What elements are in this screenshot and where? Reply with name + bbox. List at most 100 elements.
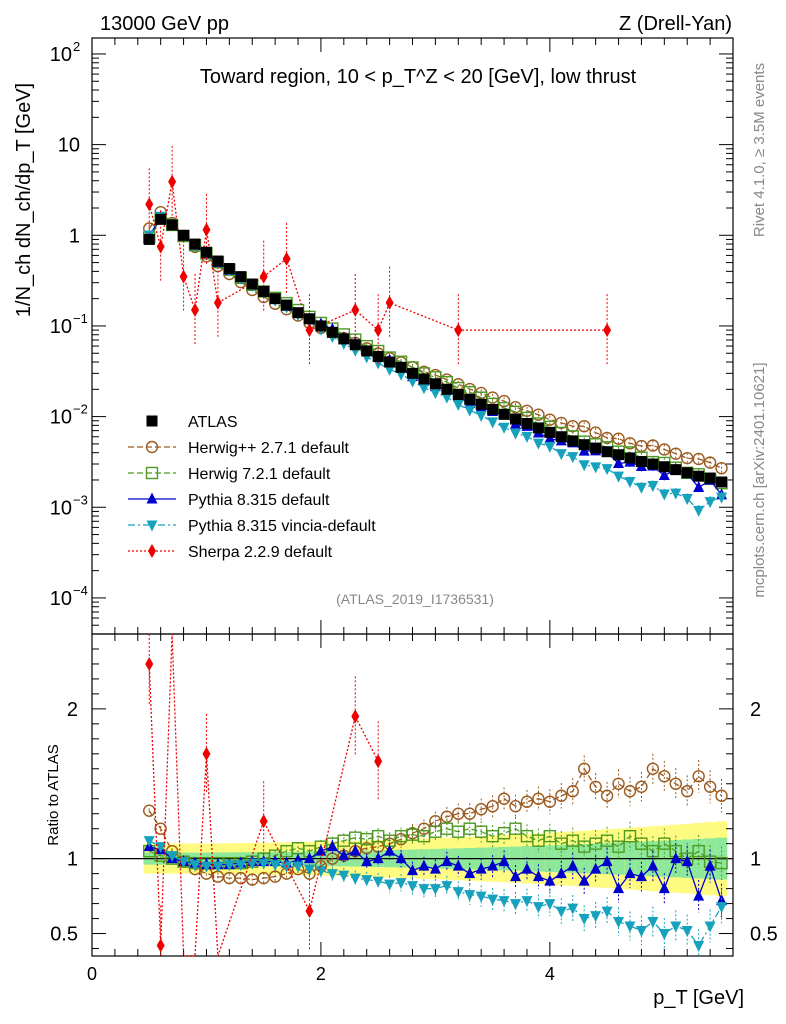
atlas-point — [384, 356, 396, 368]
legend-label: Herwig++ 2.7.1 default — [188, 440, 350, 457]
point-ratio — [670, 921, 682, 933]
point-main — [441, 392, 453, 404]
legend-item: Pythia 8.315 vincia-default — [128, 518, 376, 535]
point-ratio — [154, 822, 167, 835]
point-ratio — [361, 855, 373, 867]
point-ratio — [590, 911, 602, 923]
y-tick-exponent: 2 — [73, 39, 80, 54]
point-ratio — [715, 856, 728, 870]
point-ratio — [474, 803, 488, 816]
atlas-point — [658, 461, 670, 473]
point-main — [454, 323, 463, 338]
atlas-point — [441, 383, 453, 395]
legend-marker — [146, 415, 158, 427]
x-tick-label: 2 — [316, 964, 326, 984]
atlas-point — [601, 446, 613, 458]
x-tick-label: 0 — [87, 964, 97, 984]
point-ratio — [693, 889, 705, 901]
atlas-point — [258, 285, 270, 297]
atlas-point — [326, 326, 338, 338]
atlas-point — [613, 449, 625, 461]
mcplots-label: mcplots.cern.ch [arXiv:2401.10621] — [751, 362, 768, 597]
point-main — [716, 492, 728, 504]
point-main — [179, 269, 188, 284]
point-ratio — [521, 862, 533, 874]
point-ratio — [407, 881, 418, 893]
point-main — [601, 464, 613, 476]
point-main — [384, 364, 396, 376]
point-main — [385, 295, 394, 310]
point-ratio — [647, 859, 659, 871]
point-ratio — [315, 844, 327, 856]
point-main — [693, 505, 705, 517]
point-ratio — [429, 884, 441, 896]
ratio-axis-label: Ratio to ATLAS — [45, 744, 62, 845]
point-ratio — [658, 929, 670, 941]
rivet-version-label: Rivet 4.1.0, ≥ 3.5M events — [751, 63, 768, 237]
point-ratio — [647, 917, 659, 929]
point-main — [658, 469, 670, 481]
point-ratio — [681, 855, 693, 867]
point-main — [429, 388, 441, 400]
y-tick-exponent: −2 — [73, 402, 88, 417]
atlas-point — [704, 472, 716, 484]
legend-label: Pythia 8.315 default — [188, 492, 330, 509]
point-ratio — [384, 879, 396, 891]
point-ratio — [544, 899, 556, 911]
y-tick-label: 10 — [50, 588, 72, 610]
x-axis-label: p_T [GeV] — [653, 987, 744, 1009]
point-ratio — [555, 906, 567, 918]
point-ratio — [510, 899, 522, 911]
atlas-point — [372, 351, 384, 363]
point-main — [612, 432, 625, 445]
atlas-point — [269, 293, 281, 305]
point-main — [305, 323, 314, 338]
atlas-point — [635, 455, 647, 467]
point-ratio — [440, 810, 454, 823]
point-ratio — [635, 926, 647, 938]
atlas-point — [681, 467, 693, 479]
atlas-point — [487, 403, 499, 415]
point-ratio — [613, 882, 625, 894]
point-ratio — [464, 867, 476, 879]
point-ratio — [509, 800, 522, 813]
x-tick-label: 4 — [545, 964, 555, 984]
atlas-point — [166, 219, 178, 231]
point-ratio — [441, 855, 453, 867]
point-ratio — [429, 862, 441, 874]
point-ratio — [532, 902, 544, 914]
y-tick-label: 10 — [58, 135, 80, 157]
point-ratio — [452, 887, 464, 899]
point-main — [532, 438, 544, 450]
series-atlas — [143, 213, 728, 488]
point-ratio — [338, 870, 350, 882]
point-ratio — [361, 875, 373, 887]
point-main — [487, 417, 499, 429]
point-ratio — [349, 873, 361, 885]
point-ratio — [681, 785, 694, 798]
point-ratio — [202, 746, 211, 761]
legend-label: Herwig 7.2.1 default — [188, 466, 331, 483]
point-main — [498, 422, 510, 434]
point-ratio — [223, 860, 235, 872]
point-ratio — [544, 874, 556, 886]
point-main — [191, 302, 200, 317]
point-ratio — [315, 866, 327, 878]
legend-marker — [145, 440, 159, 454]
point-main — [475, 411, 487, 423]
point-main — [603, 323, 612, 338]
point-ratio — [635, 837, 648, 850]
point-main — [452, 378, 465, 391]
point-main — [407, 376, 418, 388]
atlas-point — [452, 389, 464, 401]
ratio-tick-label: 2 — [67, 699, 78, 721]
atlas-point — [143, 233, 155, 245]
y-tick-label: 10 — [50, 44, 72, 66]
point-ratio — [464, 890, 476, 902]
point-ratio — [589, 780, 602, 793]
atlas-point — [475, 398, 487, 410]
point-ratio — [303, 852, 315, 864]
point-ratio — [692, 844, 705, 858]
point-ratio — [463, 822, 476, 835]
point-main — [590, 462, 602, 474]
